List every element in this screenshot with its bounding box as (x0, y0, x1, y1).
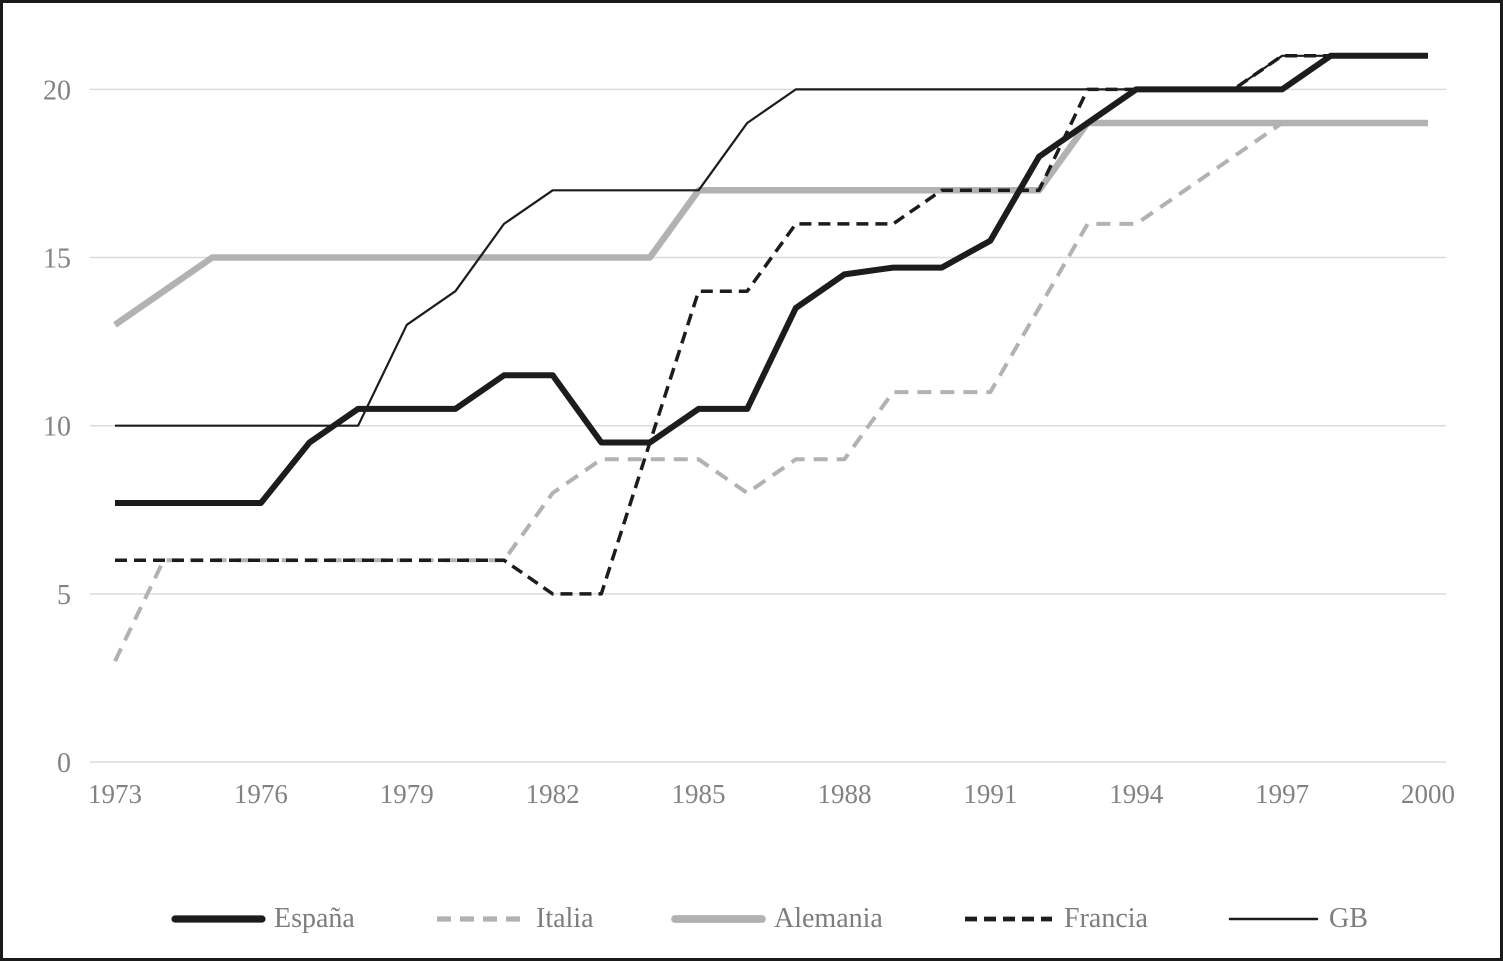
x-tick-label: 1979 (380, 779, 434, 809)
x-tick-label: 1982 (526, 779, 580, 809)
series-line-italia (113, 121, 1428, 662)
y-tick-label: 0 (57, 748, 71, 779)
y-tick-label: 10 (43, 412, 71, 443)
x-tick-label: 1991 (963, 779, 1017, 809)
legend-label-gb: GB (1329, 903, 1368, 934)
x-tick-label: 1994 (1109, 779, 1164, 809)
series-line-alemania (113, 119, 1428, 328)
legend: España Italia Alemania Francia GB (3, 901, 1500, 941)
legend-label-espana: España (274, 903, 355, 934)
legend-item-francia: Francia (961, 901, 1148, 937)
x-tick-label: 1985 (672, 779, 726, 809)
x-tick-label: 2000 (1401, 779, 1455, 809)
legend-swatch-alemania-line (671, 915, 766, 923)
series-line-francia (115, 54, 1428, 596)
y-tick-label: 5 (57, 580, 71, 611)
x-tick-label: 1973 (88, 779, 142, 809)
x-tick-label: 1988 (817, 779, 871, 809)
legend-label-francia: Francia (1064, 903, 1148, 934)
y-tick-label: 15 (43, 244, 71, 275)
legend-label-alemania: Alemania (774, 903, 883, 934)
series-line-españa (115, 52, 1428, 506)
x-tick-label: 1976 (234, 779, 288, 809)
line-chart: 0 5 10 15 20 1973 1976 1979 1982 1985 1988 1991 1994… (43, 52, 1455, 809)
x-tick-label: 1997 (1255, 779, 1309, 809)
legend-swatch-francia-line (965, 916, 1052, 922)
y-tick-label: 20 (43, 75, 71, 106)
legend-swatch-espana-line (171, 915, 266, 923)
legend-item-alemania: Alemania (671, 901, 883, 937)
legend-item-espana: España (171, 901, 355, 937)
series-line-gb (115, 54, 1428, 427)
legend-item-italia: Italia (433, 901, 594, 937)
legend-label-italia: Italia (536, 903, 594, 934)
legend-swatch-italia-line (437, 916, 524, 922)
legend-item-gb: GB (1226, 901, 1368, 937)
legend-swatch-gb-line (1228, 917, 1319, 921)
